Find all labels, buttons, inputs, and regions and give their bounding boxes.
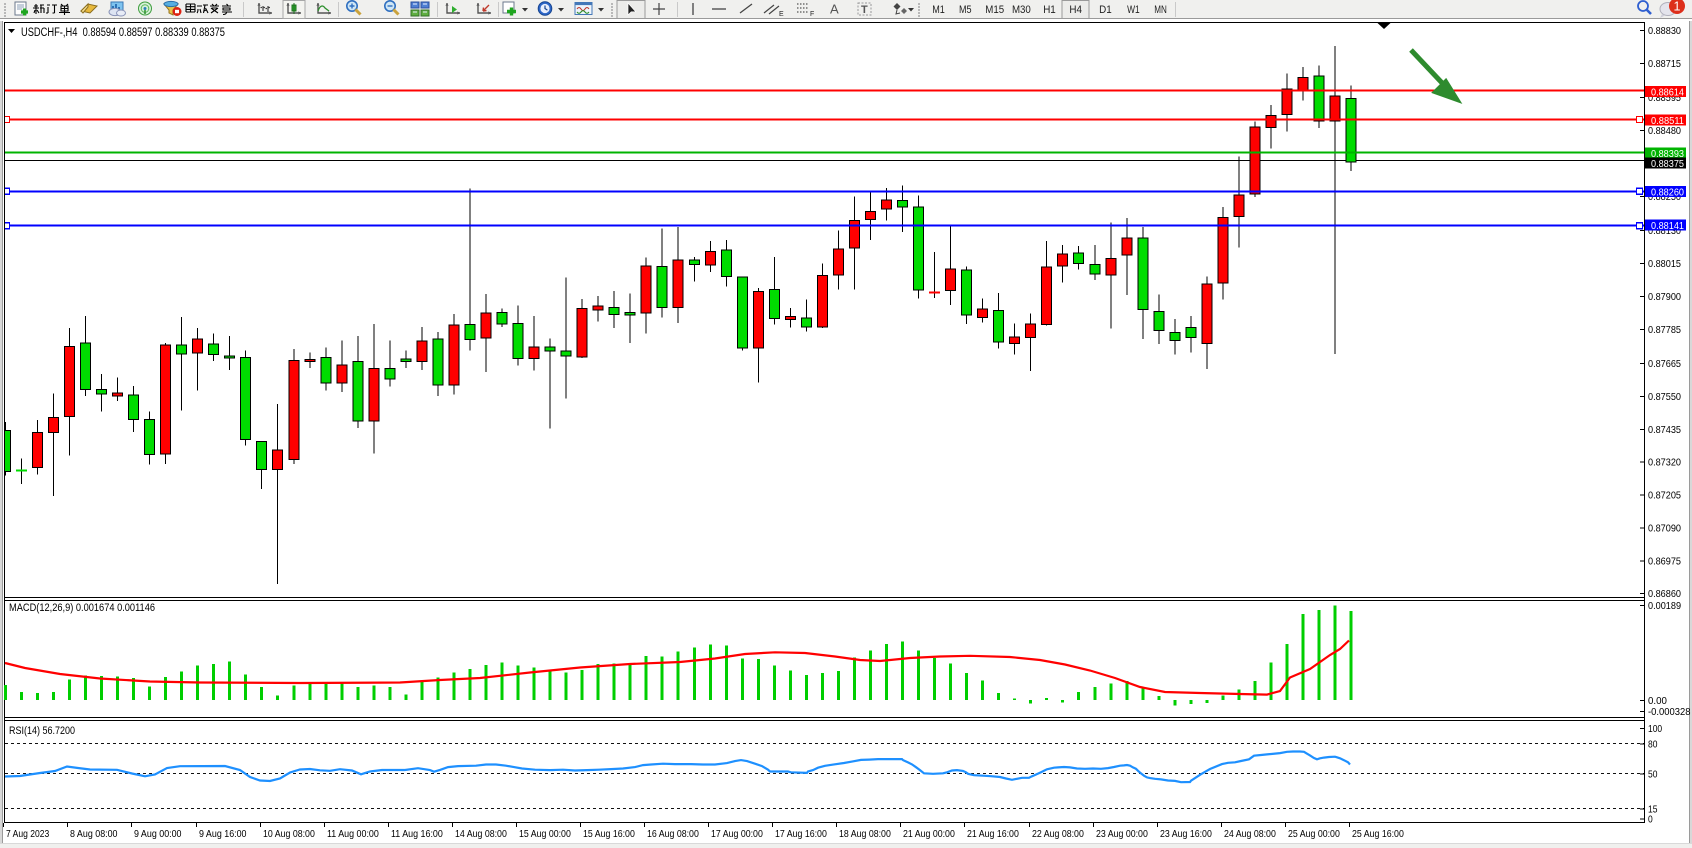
svg-text:T: T [861, 4, 868, 16]
svg-text:1: 1 [1674, 0, 1681, 14]
svg-text:E: E [779, 11, 784, 18]
svg-text:0.88830: 0.88830 [1648, 25, 1681, 37]
svg-text:0.87205: 0.87205 [1648, 490, 1681, 502]
svg-text:23 Aug 00:00: 23 Aug 00:00 [1096, 828, 1148, 840]
svg-text:22 Aug 08:00: 22 Aug 08:00 [1032, 828, 1084, 840]
svg-text:RSI(14) 56.7200: RSI(14) 56.7200 [9, 725, 75, 737]
svg-text:23 Aug 16:00: 23 Aug 16:00 [1160, 828, 1212, 840]
svg-text:15 Aug 16:00: 15 Aug 16:00 [583, 828, 635, 840]
svg-text:MN: MN [1154, 4, 1167, 16]
svg-text:W1: W1 [1127, 4, 1140, 16]
svg-text:100: 100 [1648, 723, 1662, 735]
svg-text:M30: M30 [1012, 4, 1031, 16]
svg-text:0.88480: 0.88480 [1648, 125, 1681, 137]
svg-text:15: 15 [1648, 803, 1658, 815]
svg-text:0.87785: 0.87785 [1648, 324, 1681, 336]
svg-text:25 Aug 16:00: 25 Aug 16:00 [1352, 828, 1404, 840]
svg-text:9 Aug 16:00: 9 Aug 16:00 [199, 828, 247, 840]
svg-text:0: 0 [1648, 814, 1653, 826]
svg-text:0.00: 0.00 [1648, 695, 1667, 707]
svg-text:0.87665: 0.87665 [1648, 358, 1681, 370]
svg-text:0.00189: 0.00189 [1648, 600, 1681, 612]
svg-text:0.88511: 0.88511 [1651, 115, 1684, 127]
svg-text:0.87435: 0.87435 [1648, 424, 1681, 436]
svg-text:21 Aug 00:00: 21 Aug 00:00 [903, 828, 955, 840]
svg-text:50: 50 [1648, 768, 1658, 780]
svg-text:18 Aug 08:00: 18 Aug 08:00 [839, 828, 891, 840]
svg-text:0.88393: 0.88393 [1651, 148, 1684, 160]
svg-text:M5: M5 [959, 4, 972, 16]
svg-text:0.87320: 0.87320 [1648, 457, 1681, 469]
svg-text:17 Aug 00:00: 17 Aug 00:00 [711, 828, 763, 840]
svg-text:25 Aug 00:00: 25 Aug 00:00 [1288, 828, 1340, 840]
svg-text:A: A [830, 2, 839, 17]
svg-text:H1: H1 [1043, 4, 1056, 16]
svg-text:11 Aug 00:00: 11 Aug 00:00 [327, 828, 379, 840]
svg-text:0.87090: 0.87090 [1648, 523, 1681, 535]
svg-text:14 Aug 08:00: 14 Aug 08:00 [455, 828, 507, 840]
svg-text:16 Aug 08:00: 16 Aug 08:00 [647, 828, 699, 840]
svg-text:MACD(12,26,9) 0.001674 0.00114: MACD(12,26,9) 0.001674 0.001146 [9, 602, 155, 614]
svg-text:0.88614: 0.88614 [1651, 87, 1684, 99]
svg-text:-0.000328: -0.000328 [1648, 706, 1691, 718]
svg-text:15 Aug 00:00: 15 Aug 00:00 [519, 828, 571, 840]
svg-text:0.86975: 0.86975 [1648, 555, 1681, 567]
svg-text:11 Aug 16:00: 11 Aug 16:00 [391, 828, 443, 840]
svg-text:0.87900: 0.87900 [1648, 291, 1681, 303]
svg-text:0.86860: 0.86860 [1648, 588, 1681, 600]
svg-text:0.88375: 0.88375 [1651, 158, 1684, 170]
svg-text:D1: D1 [1099, 4, 1112, 16]
svg-text:80: 80 [1648, 738, 1658, 750]
svg-text:17 Aug 16:00: 17 Aug 16:00 [775, 828, 827, 840]
svg-text:0.88141: 0.88141 [1651, 220, 1684, 232]
svg-text:H4: H4 [1069, 4, 1082, 16]
svg-text:8 Aug 08:00: 8 Aug 08:00 [70, 828, 118, 840]
svg-text:M15: M15 [985, 4, 1004, 16]
svg-text:0.87550: 0.87550 [1648, 391, 1681, 403]
svg-text:F: F [810, 11, 814, 18]
svg-text:10 Aug 08:00: 10 Aug 08:00 [263, 828, 315, 840]
svg-text:24 Aug 08:00: 24 Aug 08:00 [1224, 828, 1276, 840]
svg-text:USDCHF-,H4 0.88594 0.88597 0.: USDCHF-,H4 0.88594 0.88597 0.88339 0.883… [21, 27, 225, 39]
svg-text:0.88015: 0.88015 [1648, 258, 1681, 270]
svg-text:0.88260: 0.88260 [1651, 187, 1684, 199]
svg-text:0.88715: 0.88715 [1648, 58, 1681, 70]
svg-text:21 Aug 16:00: 21 Aug 16:00 [967, 828, 1019, 840]
svg-text:M1: M1 [932, 4, 945, 16]
svg-text:7 Aug 2023: 7 Aug 2023 [6, 828, 49, 840]
svg-text:9 Aug 00:00: 9 Aug 00:00 [134, 828, 182, 840]
